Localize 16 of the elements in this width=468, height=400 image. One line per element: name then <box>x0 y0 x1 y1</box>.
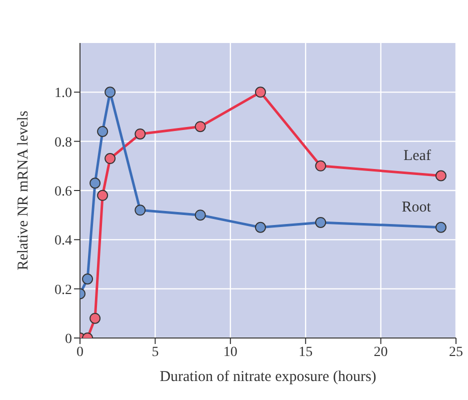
y-tick-label: 0.4 <box>54 234 72 249</box>
y-tick-label: 0.8 <box>54 135 72 150</box>
series-label: Leaf <box>403 148 431 164</box>
x-axis-title: Duration of nitrate exposure (hours) <box>160 369 376 385</box>
y-tick-label: 0.2 <box>54 282 72 298</box>
y-tick-label: 1.0 <box>54 86 72 102</box>
x-tick-label: 10 <box>223 344 238 360</box>
x-tick-label: 25 <box>449 344 463 360</box>
y-tick-label: 0.6 <box>54 184 72 200</box>
x-tick-label: 15 <box>298 344 313 360</box>
x-tick-label: 0 <box>76 344 84 360</box>
y-axis-title: Relative NR mRNA levels <box>15 110 32 270</box>
series-label: Root <box>402 199 432 216</box>
y-tick-label: 0 <box>65 332 72 347</box>
x-tick-label: 5 <box>152 344 159 360</box>
x-tick-label: 20 <box>374 344 388 360</box>
